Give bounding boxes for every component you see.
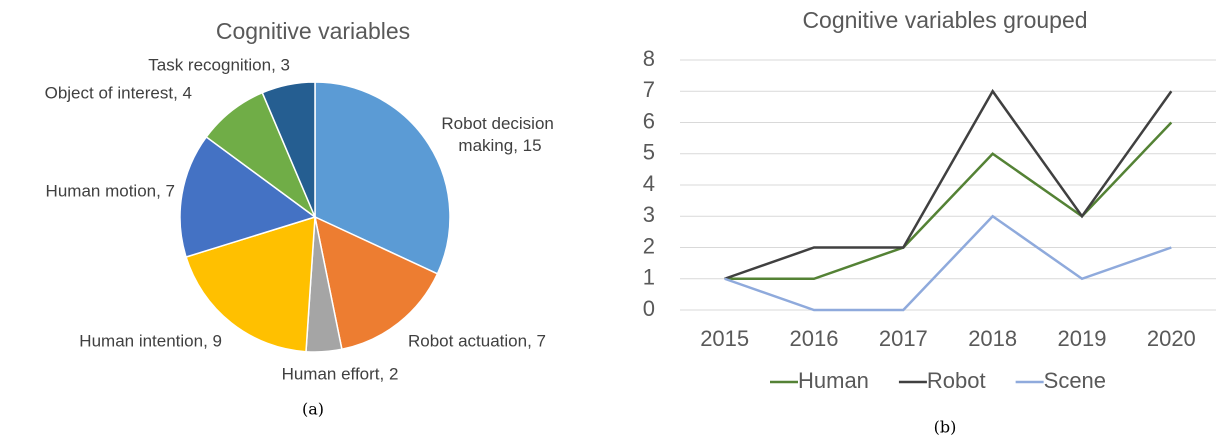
pie-slice [179, 135, 317, 258]
y-tick-label: 3 [643, 202, 655, 227]
pie-slice [314, 81, 451, 275]
y-tick-label: 2 [643, 233, 655, 258]
caption: (b) [934, 418, 957, 437]
line-series [724, 214, 1172, 312]
legend-label: Scene [1044, 368, 1106, 393]
x-tick-label: 2020 [1147, 326, 1196, 351]
y-tick-label: 4 [643, 171, 655, 196]
y-tick-label: 6 [643, 108, 655, 133]
caption: (a) [302, 400, 324, 419]
pie-slice [261, 81, 316, 218]
pie-title: Cognitive variables [216, 18, 410, 44]
legend-label: Robot [927, 368, 986, 393]
data-label: Human motion, 7 [46, 181, 175, 200]
pie-slice [185, 215, 316, 353]
y-tick-label: 7 [643, 77, 655, 102]
y-tick-label: 5 [643, 140, 655, 165]
y-tick-label: 1 [643, 265, 655, 290]
line-series [724, 121, 1173, 280]
pie-slice [313, 215, 439, 351]
legend-label: Human [798, 368, 869, 393]
line-title: Cognitive variables grouped [802, 7, 1087, 33]
data-label: Robot actuation, 7 [408, 331, 546, 350]
x-tick-label: 2019 [1058, 326, 1107, 351]
data-label: Human intention, 9 [79, 331, 222, 350]
data-label: Human effort, 2 [282, 364, 399, 383]
x-tick-label: 2015 [700, 326, 749, 351]
y-tick-label: 0 [643, 296, 655, 321]
x-tick-label: 2018 [968, 326, 1017, 351]
data-label: Robot decision making, 15 [441, 114, 558, 155]
x-tick-label: 2017 [879, 326, 928, 351]
y-tick-label: 8 [643, 46, 655, 71]
data-label: Task recognition, 3 [148, 55, 290, 74]
line-series [724, 88, 1173, 280]
x-tick-label: 2016 [790, 326, 839, 351]
data-label: Object of interest, 4 [45, 83, 192, 102]
